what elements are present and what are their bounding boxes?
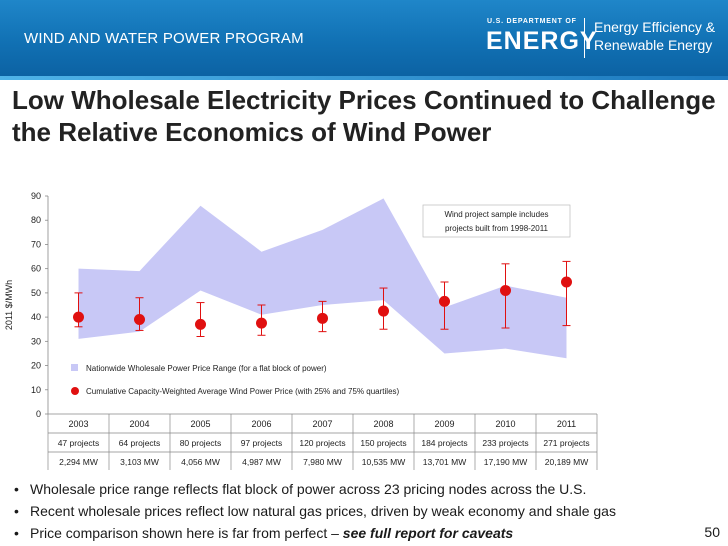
legend-label-range: Nationwide Wholesale Power Price Range (… [86, 364, 327, 373]
y-tick-label: 30 [31, 336, 41, 346]
y-tick-label: 80 [31, 215, 41, 225]
wind-price-point [195, 318, 206, 330]
bullet-item-3: Price comparison shown here is far from … [12, 522, 702, 544]
legend-label-wind: Cumulative Capacity-Weighted Average Win… [86, 387, 400, 396]
x-category-label: 2007 [312, 419, 332, 429]
caveats-emphasis: see full report for caveats [342, 525, 514, 541]
annotation-box [422, 204, 571, 238]
capacity-label: 4,987 MW [242, 457, 281, 467]
y-tick-label: 20 [31, 361, 41, 371]
doe-logo-text: ENERGY [486, 27, 598, 55]
page-number: 50 [704, 524, 720, 540]
wind-price-point [134, 314, 145, 326]
wind-price-point [73, 311, 84, 323]
x-category-label: 2006 [251, 419, 271, 429]
y-tick-label: 0 [36, 409, 41, 419]
bullet-item-1: Wholesale price range reflects flat bloc… [12, 478, 702, 500]
logo-divider [584, 18, 585, 58]
x-category-label: 2008 [373, 419, 393, 429]
capacity-label: 3,103 MW [120, 457, 159, 467]
bullet-text-3: Price comparison shown here is far from … [30, 525, 343, 541]
annotation-line-2: projects built from 1998-2011 [445, 224, 549, 233]
bullet-list: Wholesale price range reflects flat bloc… [12, 478, 702, 544]
project-count-label: 80 projects [180, 438, 222, 448]
y-tick-label: 70 [31, 239, 41, 249]
project-count-label: 271 projects [543, 438, 589, 448]
project-count-label: 120 projects [299, 438, 345, 448]
project-count-label: 150 projects [360, 438, 406, 448]
program-name: WIND AND WATER POWER PROGRAM [24, 30, 304, 47]
project-count-label: 47 projects [58, 438, 100, 448]
header-stripe [0, 76, 728, 80]
capacity-label: 20,189 MW [545, 457, 588, 467]
legend-swatch-range [71, 364, 78, 371]
annotation-line-1: Wind project sample includes [444, 210, 548, 219]
capacity-label: 2,294 MW [59, 457, 98, 467]
capacity-label: 7,980 MW [303, 457, 342, 467]
project-count-label: 184 projects [421, 438, 467, 448]
wind-price-point [256, 317, 267, 329]
wind-price-point [500, 284, 511, 296]
header-banner [0, 0, 728, 76]
y-tick-label: 60 [31, 264, 41, 274]
bullet-item-2: Recent wholesale prices reflect low natu… [12, 500, 702, 522]
wind-price-point [317, 312, 328, 324]
capacity-label: 4,056 MW [181, 457, 220, 467]
project-count-label: 233 projects [482, 438, 528, 448]
x-category-label: 2003 [68, 419, 88, 429]
price-chart: 0 10 20 30 40 50 60 70 80 90 2011 $/MWh Wind projec… [4, 191, 598, 470]
project-count-label: 97 projects [241, 438, 283, 448]
x-category-label: 2004 [129, 419, 149, 429]
capacity-label: 17,190 MW [484, 457, 527, 467]
eere-logo-line1: Energy Efficiency & [594, 19, 716, 35]
x-category-label: 2009 [434, 419, 454, 429]
y-tick-label: 10 [31, 385, 41, 395]
wind-price-point [439, 295, 450, 307]
wind-price-point [561, 276, 572, 288]
capacity-label: 10,535 MW [362, 457, 405, 467]
legend-swatch-wind [71, 387, 79, 395]
x-category-label: 2010 [495, 419, 515, 429]
doe-logo-small-text: U.S. DEPARTMENT OF [487, 18, 577, 25]
bullet-text-1: Wholesale price range reflects flat bloc… [30, 481, 587, 497]
bullet-text-2: Recent wholesale prices reflect low natu… [30, 503, 616, 519]
x-category-label: 2005 [190, 419, 210, 429]
capacity-label: 13,701 MW [423, 457, 466, 467]
project-count-label: 64 projects [119, 438, 161, 448]
slide-title: Low Wholesale Electricity Prices Continu… [12, 85, 716, 147]
x-category-label: 2011 [557, 419, 576, 429]
y-tick-label: 40 [31, 312, 41, 322]
wind-price-point [378, 305, 389, 317]
y-axis-label: 2011 $/MWh [4, 280, 14, 330]
y-tick-label: 90 [31, 191, 41, 201]
eere-logo-line2: Renewable Energy [594, 37, 713, 53]
y-tick-label: 50 [31, 288, 41, 298]
